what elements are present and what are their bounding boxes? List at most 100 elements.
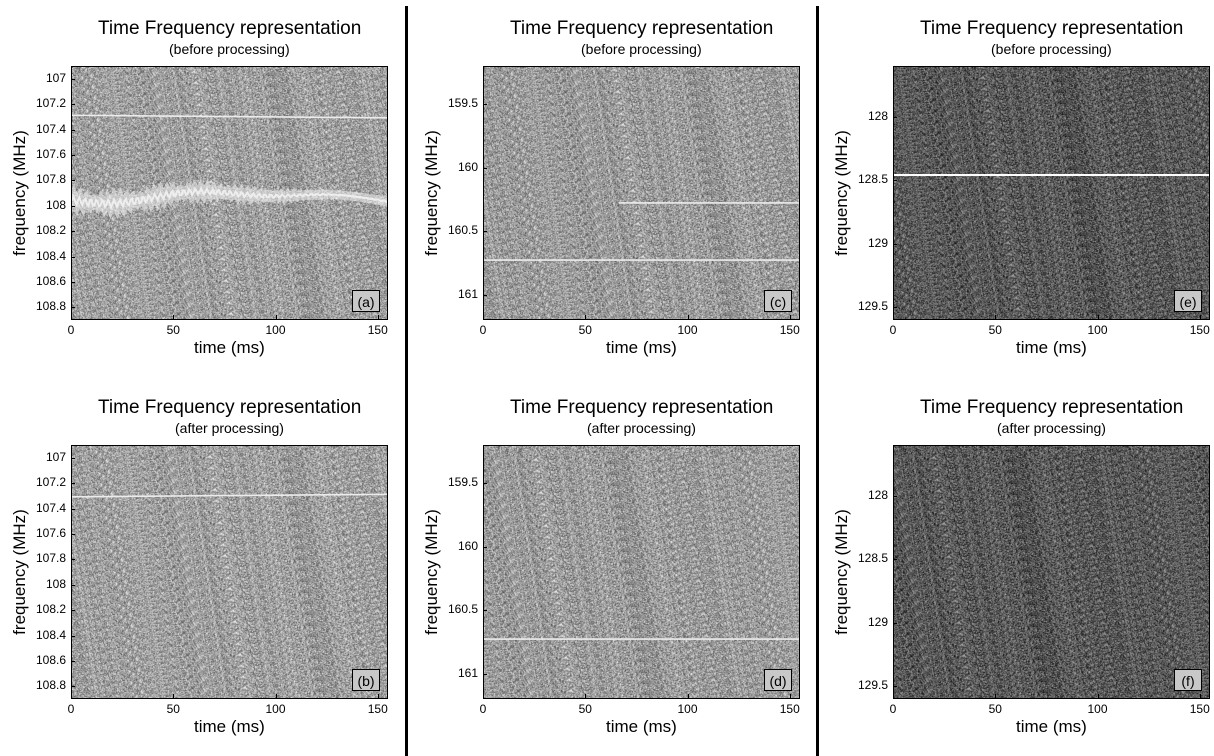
y-axis-label: frequency (MHz) (9, 130, 29, 256)
y-tick-mark (71, 154, 75, 156)
spectrogram-noise (72, 446, 387, 698)
x-tick-mark (1097, 315, 1099, 319)
plot-area: (a) (71, 66, 388, 320)
y-tick-mark (71, 104, 75, 106)
x-tick-mark (995, 315, 997, 319)
chart-title: Time Frequency representation (98, 397, 362, 418)
x-tick-mark (893, 694, 894, 698)
x-axis-label: time (ms) (194, 338, 265, 357)
panel-label: (d) (764, 669, 792, 691)
y-tick-mark (71, 457, 75, 459)
x-tick-mark (275, 315, 277, 319)
x-tick-mark (1199, 694, 1201, 698)
y-tick-label: 107.8 (35, 551, 66, 566)
x-tick-mark (483, 694, 484, 698)
x-tick-mark (377, 694, 379, 698)
panel-label: (a) (352, 290, 380, 312)
x-axis-label: time (ms) (1016, 717, 1087, 736)
signal-lines (484, 638, 799, 640)
plot-area: (b) (71, 445, 388, 699)
y-tick-label: 107 (45, 449, 66, 464)
y-tick-mark (71, 559, 75, 561)
x-tick-mark (585, 694, 587, 698)
spectrogram-noise (484, 67, 799, 319)
y-tick-mark (71, 307, 75, 309)
chart-subtitle: (before processing) (581, 41, 702, 57)
chart-subtitle: (after processing) (587, 420, 696, 436)
chart-title: Time Frequency representation (98, 18, 362, 39)
x-tick-mark (71, 315, 72, 319)
y-tick-mark (71, 533, 75, 535)
y-tick-label: 129.5 (857, 678, 888, 693)
y-tick-label: 107.6 (35, 525, 66, 540)
y-tick-label: 159.5 (447, 475, 478, 490)
x-tick-label: 0 (67, 323, 75, 337)
y-tick-mark (483, 546, 487, 548)
y-tick-mark (71, 660, 75, 662)
chart-title: Time Frequency representation (920, 397, 1184, 418)
y-tick-label: 107.2 (35, 475, 66, 490)
x-axis-label: time (ms) (1016, 338, 1087, 357)
x-tick-mark (789, 694, 791, 698)
chart-subtitle: (before processing) (991, 41, 1112, 57)
y-tick-mark (893, 495, 897, 497)
y-tick-label: 108.4 (35, 248, 66, 263)
x-tick-label: 50 (578, 323, 592, 337)
x-tick-label: 150 (1189, 323, 1210, 337)
signal-lines (72, 114, 387, 220)
y-tick-label: 129 (867, 614, 888, 629)
y-tick-label: 107.6 (35, 146, 66, 161)
signal-line-1 (72, 114, 387, 119)
y-tick-label: 108.2 (35, 602, 66, 617)
y-tick-mark (893, 243, 897, 245)
x-axis-label: time (ms) (606, 338, 677, 357)
x-tick-label: 50 (988, 702, 1002, 716)
y-tick-mark (483, 673, 487, 675)
x-tick-mark (377, 315, 379, 319)
y-tick-label: 129 (867, 235, 888, 250)
signal-line-2-core (72, 186, 387, 210)
y-tick-label: 108.4 (35, 627, 66, 642)
y-tick-label: 108 (45, 576, 66, 591)
x-tick-label: 100 (1087, 323, 1108, 337)
x-tick-mark (275, 694, 277, 698)
y-tick-label: 161 (457, 665, 478, 680)
chart-subtitle: (before processing) (169, 41, 290, 57)
y-tick-mark (71, 231, 75, 233)
y-tick-mark (71, 686, 75, 688)
y-tick-mark (71, 483, 75, 485)
x-tick-label: 50 (166, 323, 180, 337)
x-tick-mark (483, 315, 484, 319)
y-tick-mark (71, 584, 75, 586)
y-axis-label: frequency (MHz) (421, 130, 441, 256)
y-tick-label: 161 (457, 286, 478, 301)
y-tick-label: 107.8 (35, 172, 66, 187)
chart-title: Time Frequency representation (510, 18, 774, 39)
plot-area: (f) (893, 445, 1210, 699)
x-tick-label: 150 (779, 702, 800, 716)
y-tick-label: 107.4 (35, 500, 66, 515)
x-tick-mark (71, 694, 72, 698)
y-tick-label: 159.5 (447, 96, 478, 111)
y-tick-label: 108.8 (35, 678, 66, 693)
signal-lines (894, 446, 1210, 699)
y-tick-mark (483, 104, 487, 106)
signal-line-1 (72, 493, 387, 498)
x-tick-mark (1199, 315, 1201, 319)
y-tick-mark (893, 686, 897, 688)
x-tick-mark (173, 315, 175, 319)
y-tick-label: 160.5 (447, 223, 478, 238)
y-axis-label: frequency (MHz) (831, 130, 851, 256)
x-tick-mark (585, 315, 587, 319)
panel-label: (e) (1174, 290, 1202, 312)
y-tick-mark (483, 294, 487, 296)
y-tick-label: 160.5 (447, 602, 478, 617)
plot-area: (e) (893, 66, 1210, 320)
y-tick-mark (893, 559, 897, 561)
y-tick-mark (71, 635, 75, 637)
y-tick-label: 108.8 (35, 299, 66, 314)
x-tick-mark (893, 315, 894, 319)
y-tick-label: 107 (45, 70, 66, 85)
y-tick-label: 129.5 (857, 299, 888, 314)
y-tick-label: 108.2 (35, 223, 66, 238)
